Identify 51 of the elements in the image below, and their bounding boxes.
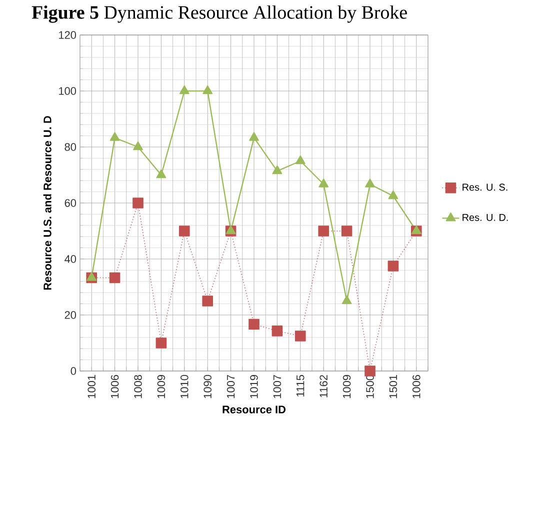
- y-tick-label: 40: [64, 255, 76, 263]
- point: [156, 169, 166, 178]
- chart-title: Figure 5 Dynamic Resource Allocation by Broke: [32, 6, 407, 23]
- x-tick-label: 1162: [320, 375, 328, 398]
- x-tick-label: 1501: [389, 375, 398, 398]
- point: [179, 85, 190, 94]
- point: [202, 296, 213, 306]
- x-tick-label: 1006: [412, 375, 420, 398]
- point: [110, 132, 120, 141]
- x-tick-label: 1007: [273, 375, 282, 398]
- point: [133, 141, 143, 150]
- y-axis-title: Resource U.S. and Resource U. D: [43, 116, 52, 290]
- point: [318, 178, 329, 188]
- y-tick-label: 20: [64, 311, 76, 319]
- x-tick-label: 1090: [204, 374, 212, 398]
- point: [202, 85, 213, 94]
- point: [341, 226, 352, 236]
- y-tick-label: 120: [59, 31, 76, 39]
- x-tick-label: 1115: [296, 374, 304, 396]
- point: [364, 366, 376, 376]
- point: [272, 165, 282, 174]
- x-tick-label: 1019: [250, 375, 258, 398]
- point: [249, 132, 259, 141]
- point: [388, 260, 399, 272]
- point: [295, 330, 306, 342]
- point: [109, 272, 120, 284]
- y-tick-label: 60: [64, 199, 76, 207]
- x-tick-label: 1007: [226, 375, 235, 398]
- legend-label: Res. U. S.: [462, 184, 508, 191]
- point: [295, 155, 306, 164]
- x-tick-label: 1008: [134, 375, 142, 398]
- point: [179, 226, 190, 236]
- point: [272, 326, 283, 336]
- x-tick-label: 1009: [342, 375, 351, 398]
- point: [132, 198, 144, 208]
- y-tick-label: 0: [70, 367, 76, 375]
- point: [318, 226, 329, 236]
- point: [86, 272, 97, 281]
- y-tick-label: 100: [59, 87, 76, 95]
- point: [388, 190, 398, 200]
- legend-label: Res. U. D.: [462, 214, 508, 221]
- point: [365, 178, 375, 188]
- point: [156, 338, 167, 348]
- x-tick-label: 1001: [88, 375, 96, 398]
- point: [342, 295, 352, 304]
- x-tick-label: 1009: [157, 375, 166, 398]
- x-tick-label: 1006: [110, 375, 119, 398]
- x-tick-label: 1010: [180, 374, 188, 398]
- point: [248, 318, 260, 330]
- y-tick-label: 80: [64, 143, 76, 151]
- x-axis-title: Resource ID: [222, 406, 286, 414]
